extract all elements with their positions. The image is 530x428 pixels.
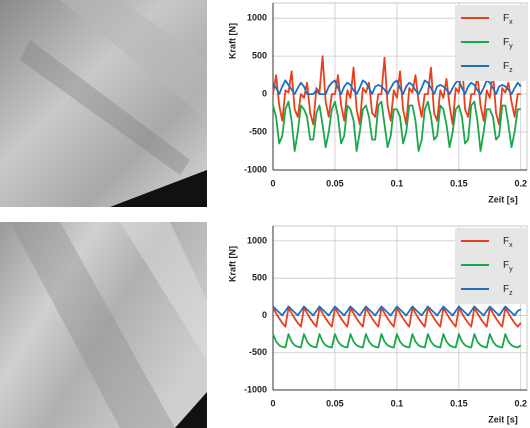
legend-label: Fx — [503, 13, 513, 26]
series-line — [272, 305, 522, 317]
y-tick-label: 500 — [252, 51, 267, 61]
legend-label: Fz — [503, 284, 513, 297]
x-tick-label: 0 — [270, 178, 275, 188]
y-tick-label: 1000 — [247, 235, 267, 245]
series-line — [272, 333, 522, 349]
y-tick-label: -500 — [249, 126, 267, 136]
series-line — [272, 55, 521, 126]
x-axis-label: Zeit [s] — [488, 194, 518, 204]
y-tick-label: -500 — [249, 347, 267, 357]
x-tick-label: 0.15 — [450, 178, 468, 188]
y-tick-label: 0 — [262, 88, 267, 98]
y-axis-label: Kraft [N] — [227, 23, 237, 59]
legend-label: Fy — [503, 37, 513, 50]
x-tick-label: 0.2 — [515, 178, 528, 188]
x-tick-label: 0.1 — [391, 398, 404, 408]
legend-label: Fy — [503, 260, 513, 273]
photo-bottom — [0, 222, 207, 428]
y-tick-label: -1000 — [244, 384, 267, 394]
legend-label: Fz — [503, 61, 513, 74]
x-axis-label: Zeit [s] — [488, 414, 518, 424]
photo-top — [0, 0, 207, 207]
x-tick-label: 0.15 — [450, 398, 468, 408]
series-line — [272, 100, 521, 152]
y-tick-label: 0 — [262, 310, 267, 320]
y-tick-label: -1000 — [244, 164, 267, 174]
series-line — [272, 79, 522, 95]
x-tick-label: 0.2 — [515, 398, 528, 408]
y-tick-label: 500 — [252, 273, 267, 283]
legend: Fx Fy Fz — [455, 5, 527, 81]
x-tick-label: 0 — [270, 398, 275, 408]
legend: Fx Fy Fz — [455, 228, 527, 304]
x-tick-label: 0.05 — [326, 398, 344, 408]
y-axis-label: Kraft [N] — [227, 246, 237, 282]
x-tick-label: 0.1 — [391, 178, 404, 188]
legend-label: Fx — [503, 236, 513, 249]
x-tick-label: 0.05 — [326, 178, 344, 188]
y-tick-label: 1000 — [247, 13, 267, 23]
